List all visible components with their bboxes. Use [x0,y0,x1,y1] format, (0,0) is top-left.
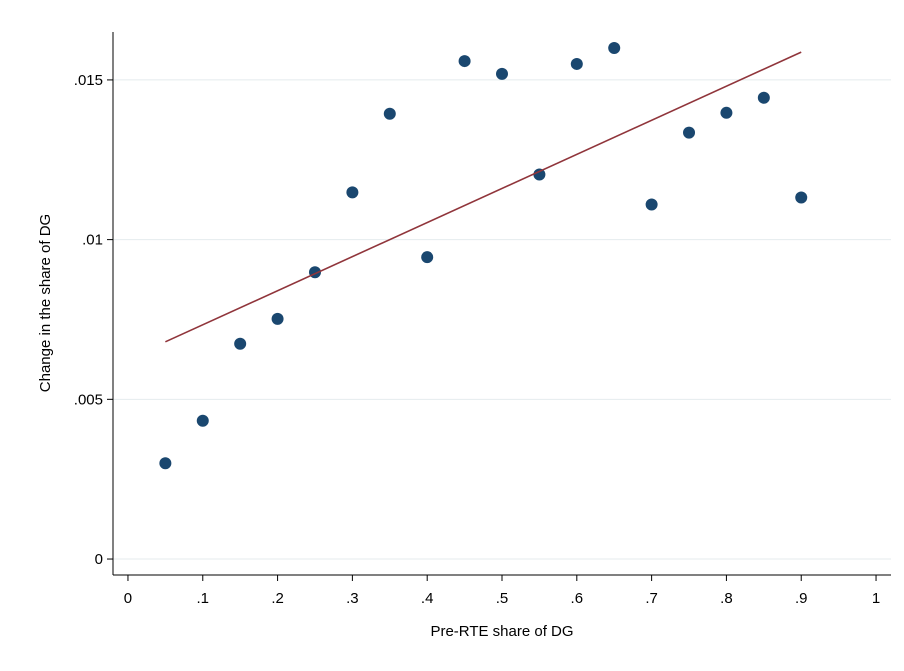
point [234,337,247,350]
point [346,186,359,199]
point [795,191,808,204]
y-tick-label: .015 [74,72,103,89]
point [757,91,770,104]
point [720,106,733,119]
point [683,126,696,139]
x-axis-title: Pre-RTE share of DG [430,623,573,640]
x-tick-label: 1 [872,590,880,607]
x-tick-label: .3 [346,590,359,607]
y-tick-label: 0 [95,551,103,568]
point [271,312,284,325]
y-axis-title: Change in the share of DG [37,214,54,392]
x-tick-label: 0 [124,590,132,607]
point [608,41,621,54]
point [570,57,583,70]
x-tick-label: .8 [720,590,733,607]
point [496,67,508,80]
x-tick-label: .9 [795,590,808,607]
point [645,198,658,211]
point [383,107,396,120]
point [533,168,546,181]
x-tick-label: .6 [571,590,584,607]
x-tick-label: .4 [421,590,434,607]
point [196,414,209,427]
fit-line [165,51,802,343]
x-tick-label: .7 [645,590,658,607]
y-tick-label: .01 [82,232,103,249]
point [159,457,172,470]
point [421,251,434,264]
x-tick-label: .2 [271,590,284,607]
point [458,55,471,68]
grid [113,79,891,560]
y-tick-label: .005 [74,391,103,408]
x-tick-label: .5 [496,590,509,607]
x-tick-label: .1 [197,590,210,607]
